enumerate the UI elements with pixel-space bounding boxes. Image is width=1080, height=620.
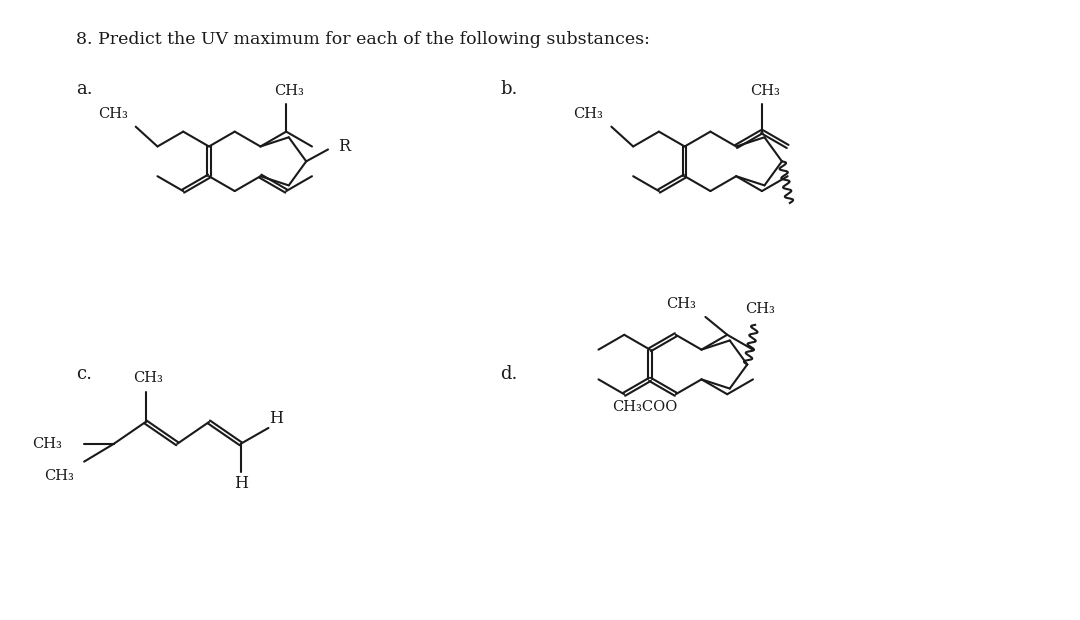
Text: H: H: [269, 410, 283, 427]
Text: CH₃: CH₃: [32, 437, 63, 451]
Text: CH₃: CH₃: [573, 107, 604, 121]
Text: CH₃: CH₃: [134, 371, 163, 386]
Text: CH₃COO: CH₃COO: [612, 400, 678, 414]
Text: b.: b.: [500, 80, 517, 98]
Text: CH₃: CH₃: [750, 84, 780, 98]
Text: H: H: [233, 475, 247, 492]
Text: CH₃: CH₃: [44, 469, 75, 482]
Text: CH₃: CH₃: [274, 84, 305, 98]
Text: CH₃: CH₃: [745, 302, 775, 316]
Text: CH₃: CH₃: [665, 297, 696, 311]
Text: c.: c.: [77, 365, 92, 383]
Text: CH₃: CH₃: [98, 107, 127, 121]
Text: R: R: [338, 138, 350, 155]
Text: 8. Predict the UV maximum for each of the following substances:: 8. Predict the UV maximum for each of th…: [77, 30, 650, 48]
Text: a.: a.: [77, 80, 93, 98]
Text: d.: d.: [500, 365, 517, 383]
